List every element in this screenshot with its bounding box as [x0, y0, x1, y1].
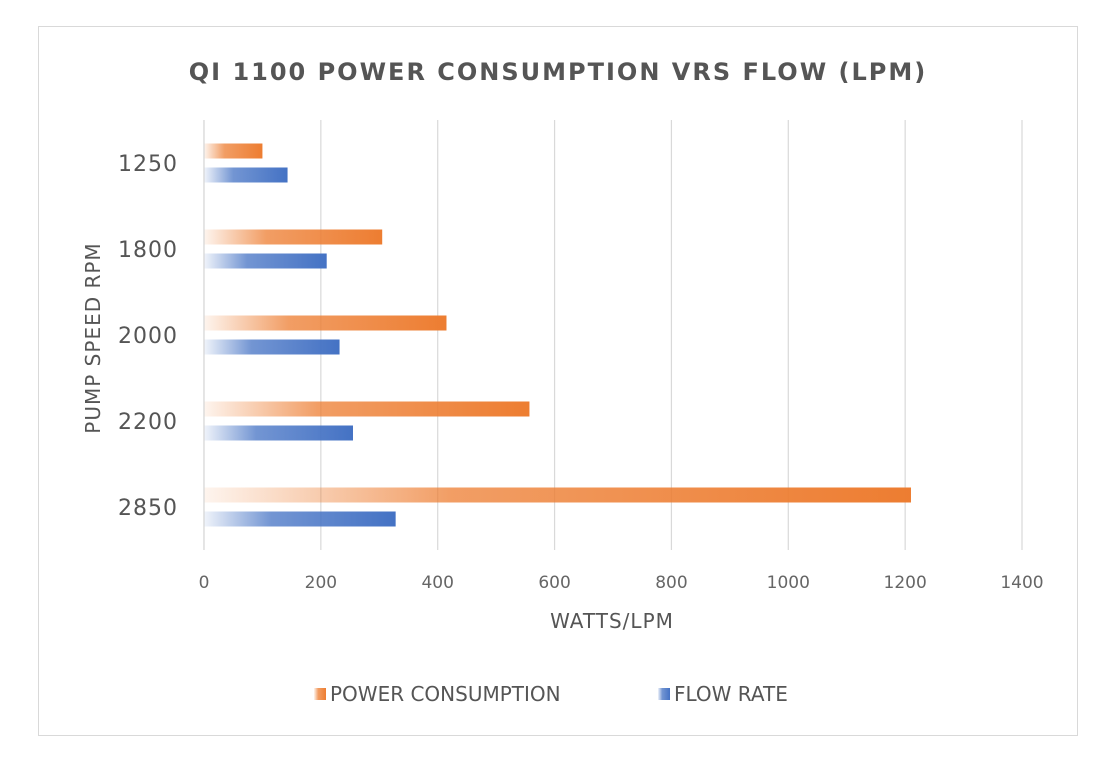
x-tick-label: 800: [655, 573, 687, 593]
legend-label-power-consumption: POWER CONSUMPTION: [330, 682, 561, 706]
x-tick-label: 200: [305, 573, 337, 593]
chart-title: QI 1100 POWER CONSUMPTION VRS FLOW (LPM): [188, 58, 928, 86]
y-tick-label: 2000: [118, 324, 178, 349]
power-consumption-bar: [204, 401, 530, 417]
y-tick-label: 1800: [118, 238, 178, 263]
x-tick-label: 1000: [767, 573, 810, 593]
flow-rate-bar: [204, 425, 353, 441]
flow-rate-bar: [204, 511, 396, 527]
x-tick-label: 0: [199, 573, 210, 593]
power-consumption-bar: [204, 487, 911, 503]
y-tick-label: 2850: [118, 496, 178, 521]
legend-swatch-power-consumption: [314, 688, 326, 700]
x-tick-label: 1200: [884, 573, 927, 593]
flow-rate-bar: [204, 339, 340, 355]
x-tick-label: 600: [538, 573, 570, 593]
x-tick-label: 400: [421, 573, 453, 593]
flow-rate-bar: [204, 253, 327, 269]
y-tick-label: 1250: [118, 152, 178, 177]
x-tick-label: 1400: [1000, 573, 1043, 593]
power-consumption-bar: [204, 229, 383, 245]
legend-label-flow-rate: FLOW RATE: [674, 682, 788, 706]
legend-swatch-flow-rate: [658, 688, 670, 700]
flow-rate-bar: [204, 167, 288, 183]
y-axis-label: PUMP SPEED RPM: [81, 242, 105, 433]
power-consumption-bar: [204, 315, 447, 331]
x-axis-label: WATTS/LPM: [550, 609, 674, 633]
power-consumption-bar: [204, 143, 263, 159]
y-tick-label: 2200: [118, 410, 178, 435]
